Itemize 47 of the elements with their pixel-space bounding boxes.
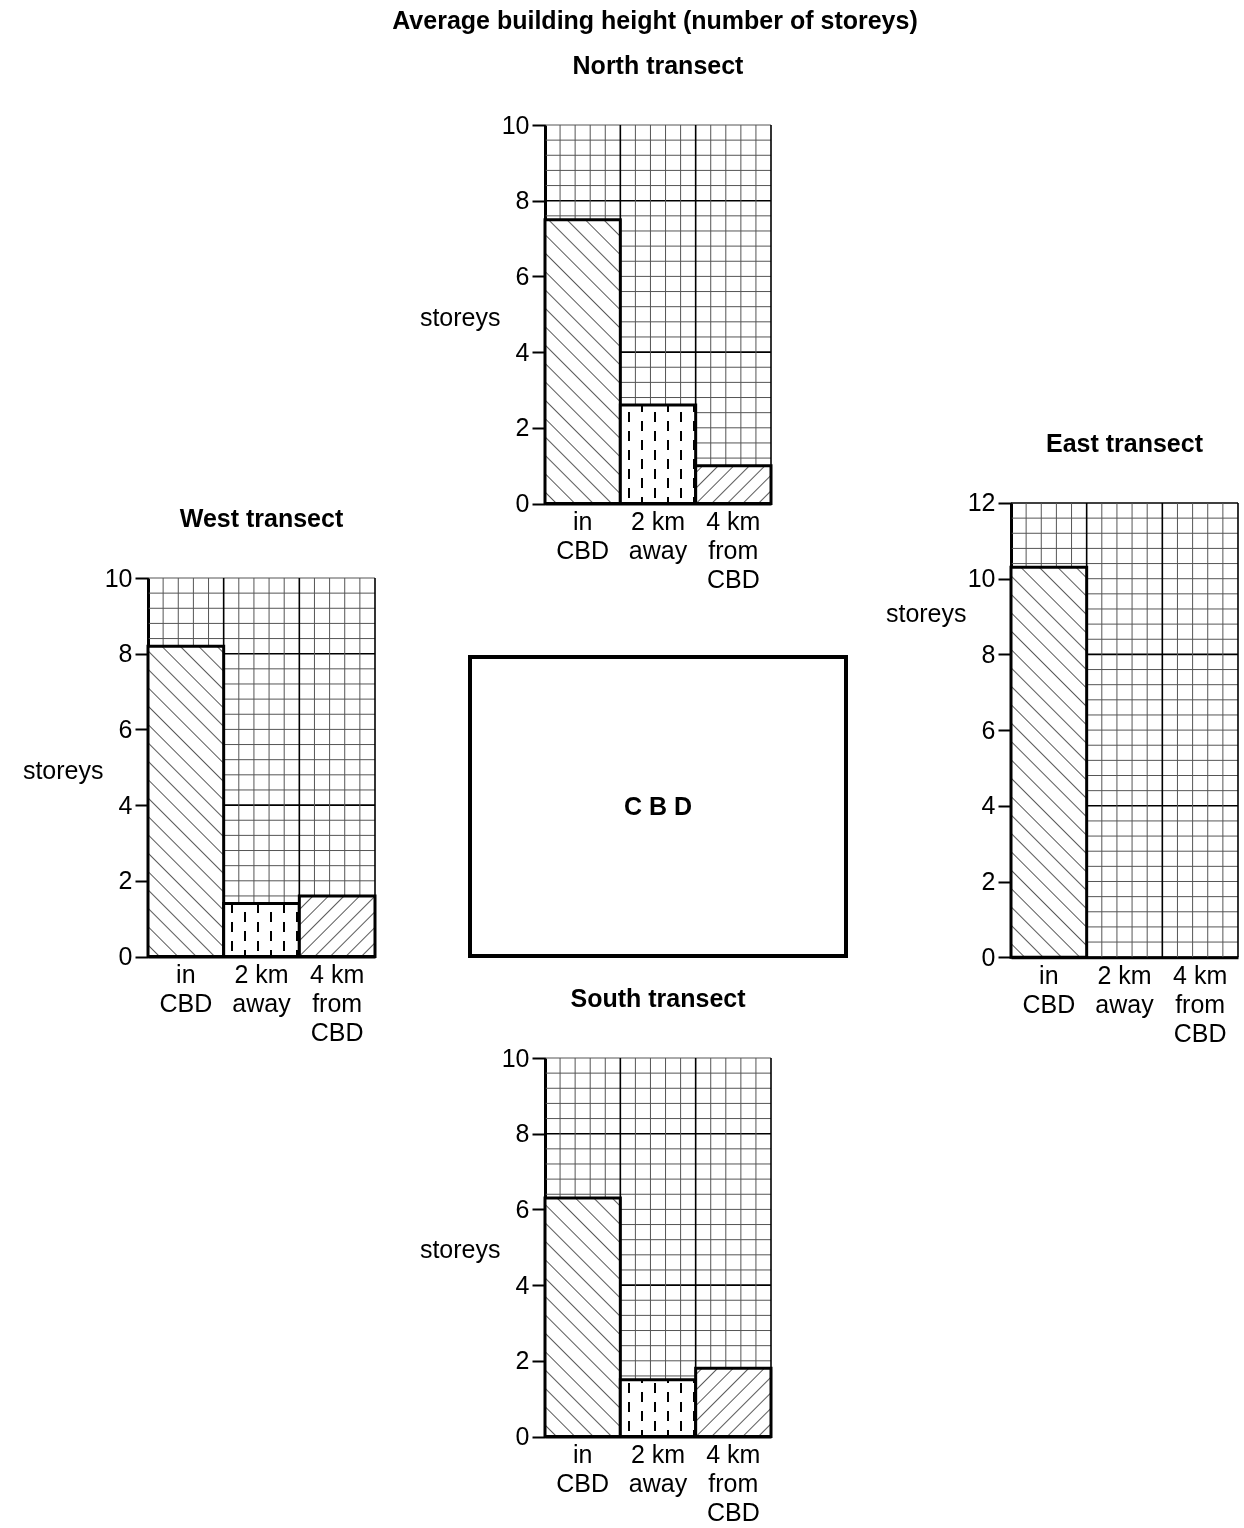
x-tick-label: 4 km from CBD bbox=[310, 960, 365, 1046]
x-tick-label: 2 km away bbox=[232, 960, 292, 1017]
y-tick-label: 8 bbox=[515, 1119, 530, 1148]
y-axis-title: storeys bbox=[885, 599, 967, 628]
y-axis-title: storeys bbox=[22, 755, 104, 784]
x-tick-label: in CBD bbox=[556, 507, 610, 564]
y-tick-label: 2 bbox=[981, 866, 996, 895]
y-tick-label: 4 bbox=[981, 791, 996, 820]
x-tick-label: 2 km away bbox=[628, 1440, 688, 1497]
x-tick-label: 4 km from CBD bbox=[1173, 960, 1228, 1047]
x-tick-label: 4 km from CBD bbox=[706, 507, 761, 593]
x-tick-label: 2 km away bbox=[1095, 960, 1155, 1018]
y-tick-label: 6 bbox=[515, 1194, 530, 1223]
y-axis-title: storeys bbox=[419, 1234, 501, 1263]
y-tick-label: 2 bbox=[118, 866, 133, 895]
y-tick-label: 10 bbox=[967, 564, 996, 593]
y-tick-label: 8 bbox=[515, 186, 530, 215]
y-tick-label: 8 bbox=[981, 639, 996, 668]
y-tick-label: 2 bbox=[515, 413, 530, 442]
chart-title: South transect bbox=[570, 984, 747, 1012]
text: Average building height (number of storeys) bbox=[392, 5, 918, 35]
x-tick-label: in CBD bbox=[556, 1440, 610, 1497]
y-tick-label: 6 bbox=[981, 715, 996, 744]
y-tick-label: 8 bbox=[118, 639, 133, 668]
y-tick-label: 6 bbox=[118, 714, 133, 743]
y-tick-label: 4 bbox=[515, 1270, 530, 1299]
y-tick-label: 10 bbox=[501, 1043, 530, 1072]
y-tick-label: 2 bbox=[515, 1346, 530, 1375]
y-tick-label: 0 bbox=[515, 1422, 530, 1450]
chart-title: East transect bbox=[1046, 429, 1204, 457]
chart-title: West transect bbox=[179, 504, 344, 532]
y-tick-label: 0 bbox=[981, 942, 996, 971]
y-tick-label: 0 bbox=[118, 942, 133, 970]
y-tick-label: 0 bbox=[515, 489, 530, 517]
frame: C B D bbox=[468, 655, 848, 958]
y-axis-title: storeys bbox=[419, 302, 501, 331]
y-tick-label: 10 bbox=[501, 110, 530, 139]
x-tick-label: 4 km from CBD bbox=[706, 1440, 761, 1526]
x-tick-label: in CBD bbox=[159, 960, 213, 1017]
chart-title: North transect bbox=[572, 51, 745, 79]
x-tick-label: 2 km away bbox=[628, 507, 688, 564]
y-tick-label: 6 bbox=[515, 261, 530, 290]
y-tick-label: 10 bbox=[104, 563, 133, 592]
y-tick-label: 12 bbox=[967, 488, 996, 517]
x-tick-label: in CBD bbox=[1022, 960, 1076, 1018]
y-tick-label: 4 bbox=[515, 337, 530, 366]
y-tick-label: 4 bbox=[118, 790, 133, 819]
